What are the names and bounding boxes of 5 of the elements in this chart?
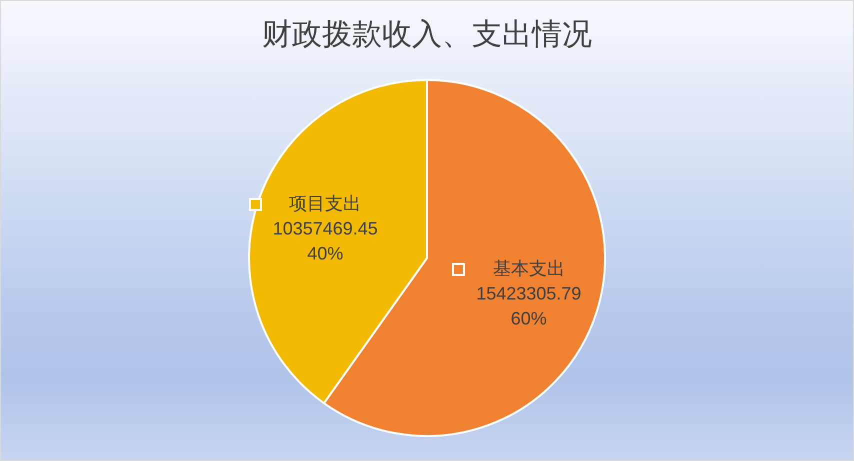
data-label: 10357469.45 40% — [272, 218, 378, 264]
legend-label: 基本支出 — [492, 258, 565, 278]
data-label: 15423305.79 60% — [476, 283, 582, 328]
legend-label: 项目支出 — [289, 194, 362, 214]
chart-title: 财政拨款收入、支出情况 — [262, 18, 592, 51]
